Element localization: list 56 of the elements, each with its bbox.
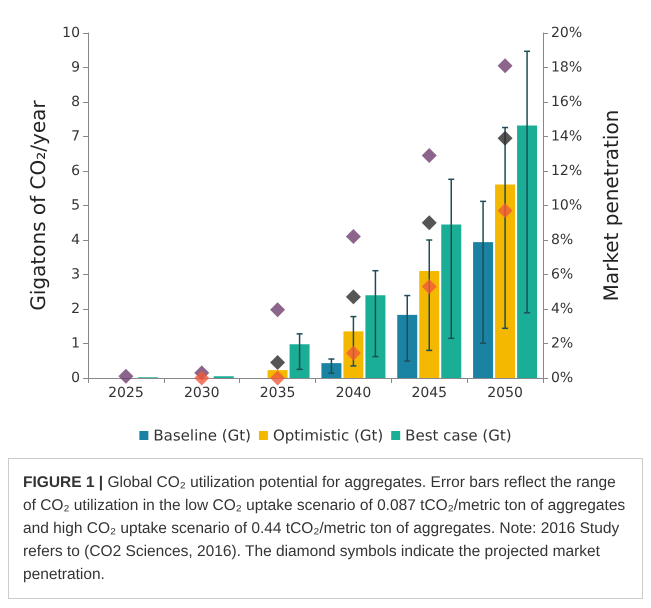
y-tick-label: 0 <box>71 370 80 386</box>
y2-tick-label: 20% <box>551 25 582 41</box>
point <box>422 148 437 163</box>
caption: FIGURE 1 | <box>23 474 104 491</box>
point <box>422 215 437 230</box>
y2-tick-label: 14% <box>551 128 582 144</box>
point <box>422 279 437 294</box>
point <box>498 130 513 146</box>
y2-tick-label: 0% <box>551 370 574 386</box>
y-tick-label: 6 <box>71 163 80 179</box>
legend-label: Optimistic (Gt) <box>272 426 384 444</box>
y-tick-label: 2 <box>71 301 80 317</box>
bar <box>397 314 418 378</box>
point <box>194 370 210 386</box>
bar <box>290 344 310 378</box>
y-tick-label: 1 <box>71 336 80 352</box>
y-tick-label: 10 <box>62 25 80 41</box>
bar <box>473 242 494 378</box>
point <box>270 370 286 386</box>
point <box>270 354 286 370</box>
x-tick-label: 2030 <box>184 385 220 401</box>
y-tick-label: 5 <box>71 198 80 214</box>
x-tick-label: 2045 <box>411 385 448 401</box>
y2-tick-label: 10% <box>551 198 582 214</box>
y2-tick-label: 2% <box>551 336 574 352</box>
y-tick-label: 8 <box>71 94 80 110</box>
y-tick-label: 9 <box>71 60 80 76</box>
y2-tick-label: 12% <box>551 163 582 179</box>
bar <box>495 184 516 378</box>
legend-label: Best case (Gt) <box>405 426 512 444</box>
y2-tick-label: 16% <box>551 94 582 110</box>
point <box>346 289 361 304</box>
y-axis-title: Gigatons of CO₂/year <box>26 100 50 311</box>
x-tick-label: 2050 <box>487 385 523 401</box>
point <box>346 229 361 244</box>
y-tick-label: 4 <box>71 232 80 248</box>
bar <box>517 125 538 378</box>
point <box>270 302 286 318</box>
y-tick-label: 7 <box>71 128 80 144</box>
y2-tick-label: 8% <box>551 232 574 248</box>
bar <box>365 295 386 378</box>
point <box>498 58 513 74</box>
point <box>118 368 134 384</box>
bar <box>441 224 462 378</box>
y2-axis-title: Market penetration <box>599 110 623 302</box>
y-tick-label: 3 <box>71 266 80 282</box>
y2-tick-label: 18% <box>551 60 582 76</box>
y2-tick-label: 6% <box>551 266 574 282</box>
x-tick-label: 2040 <box>336 385 372 401</box>
legend-label: Baseline (Gt) <box>153 426 251 444</box>
x-tick-label: 2035 <box>260 385 296 401</box>
point <box>498 203 513 218</box>
y2-tick-label: 4% <box>551 301 574 317</box>
caption-box: FIGURE 1 | Global CO₂ utilization potential for aggregates. Error bars reflect the range of CO₂ utilization in the low CO₂ uptake scenario of 0.087 tCO₂/metric ton of aggregates and high CO₂ uptake scenario of 0.44 tCO₂/metric ton of aggregates. Note: 2016 Study refers to (CO2 Sciences, 2016). The diamond symbols indicate the projected market penetration. <box>8 458 643 599</box>
x-tick-label: 2025 <box>108 385 144 401</box>
bar <box>321 363 342 378</box>
